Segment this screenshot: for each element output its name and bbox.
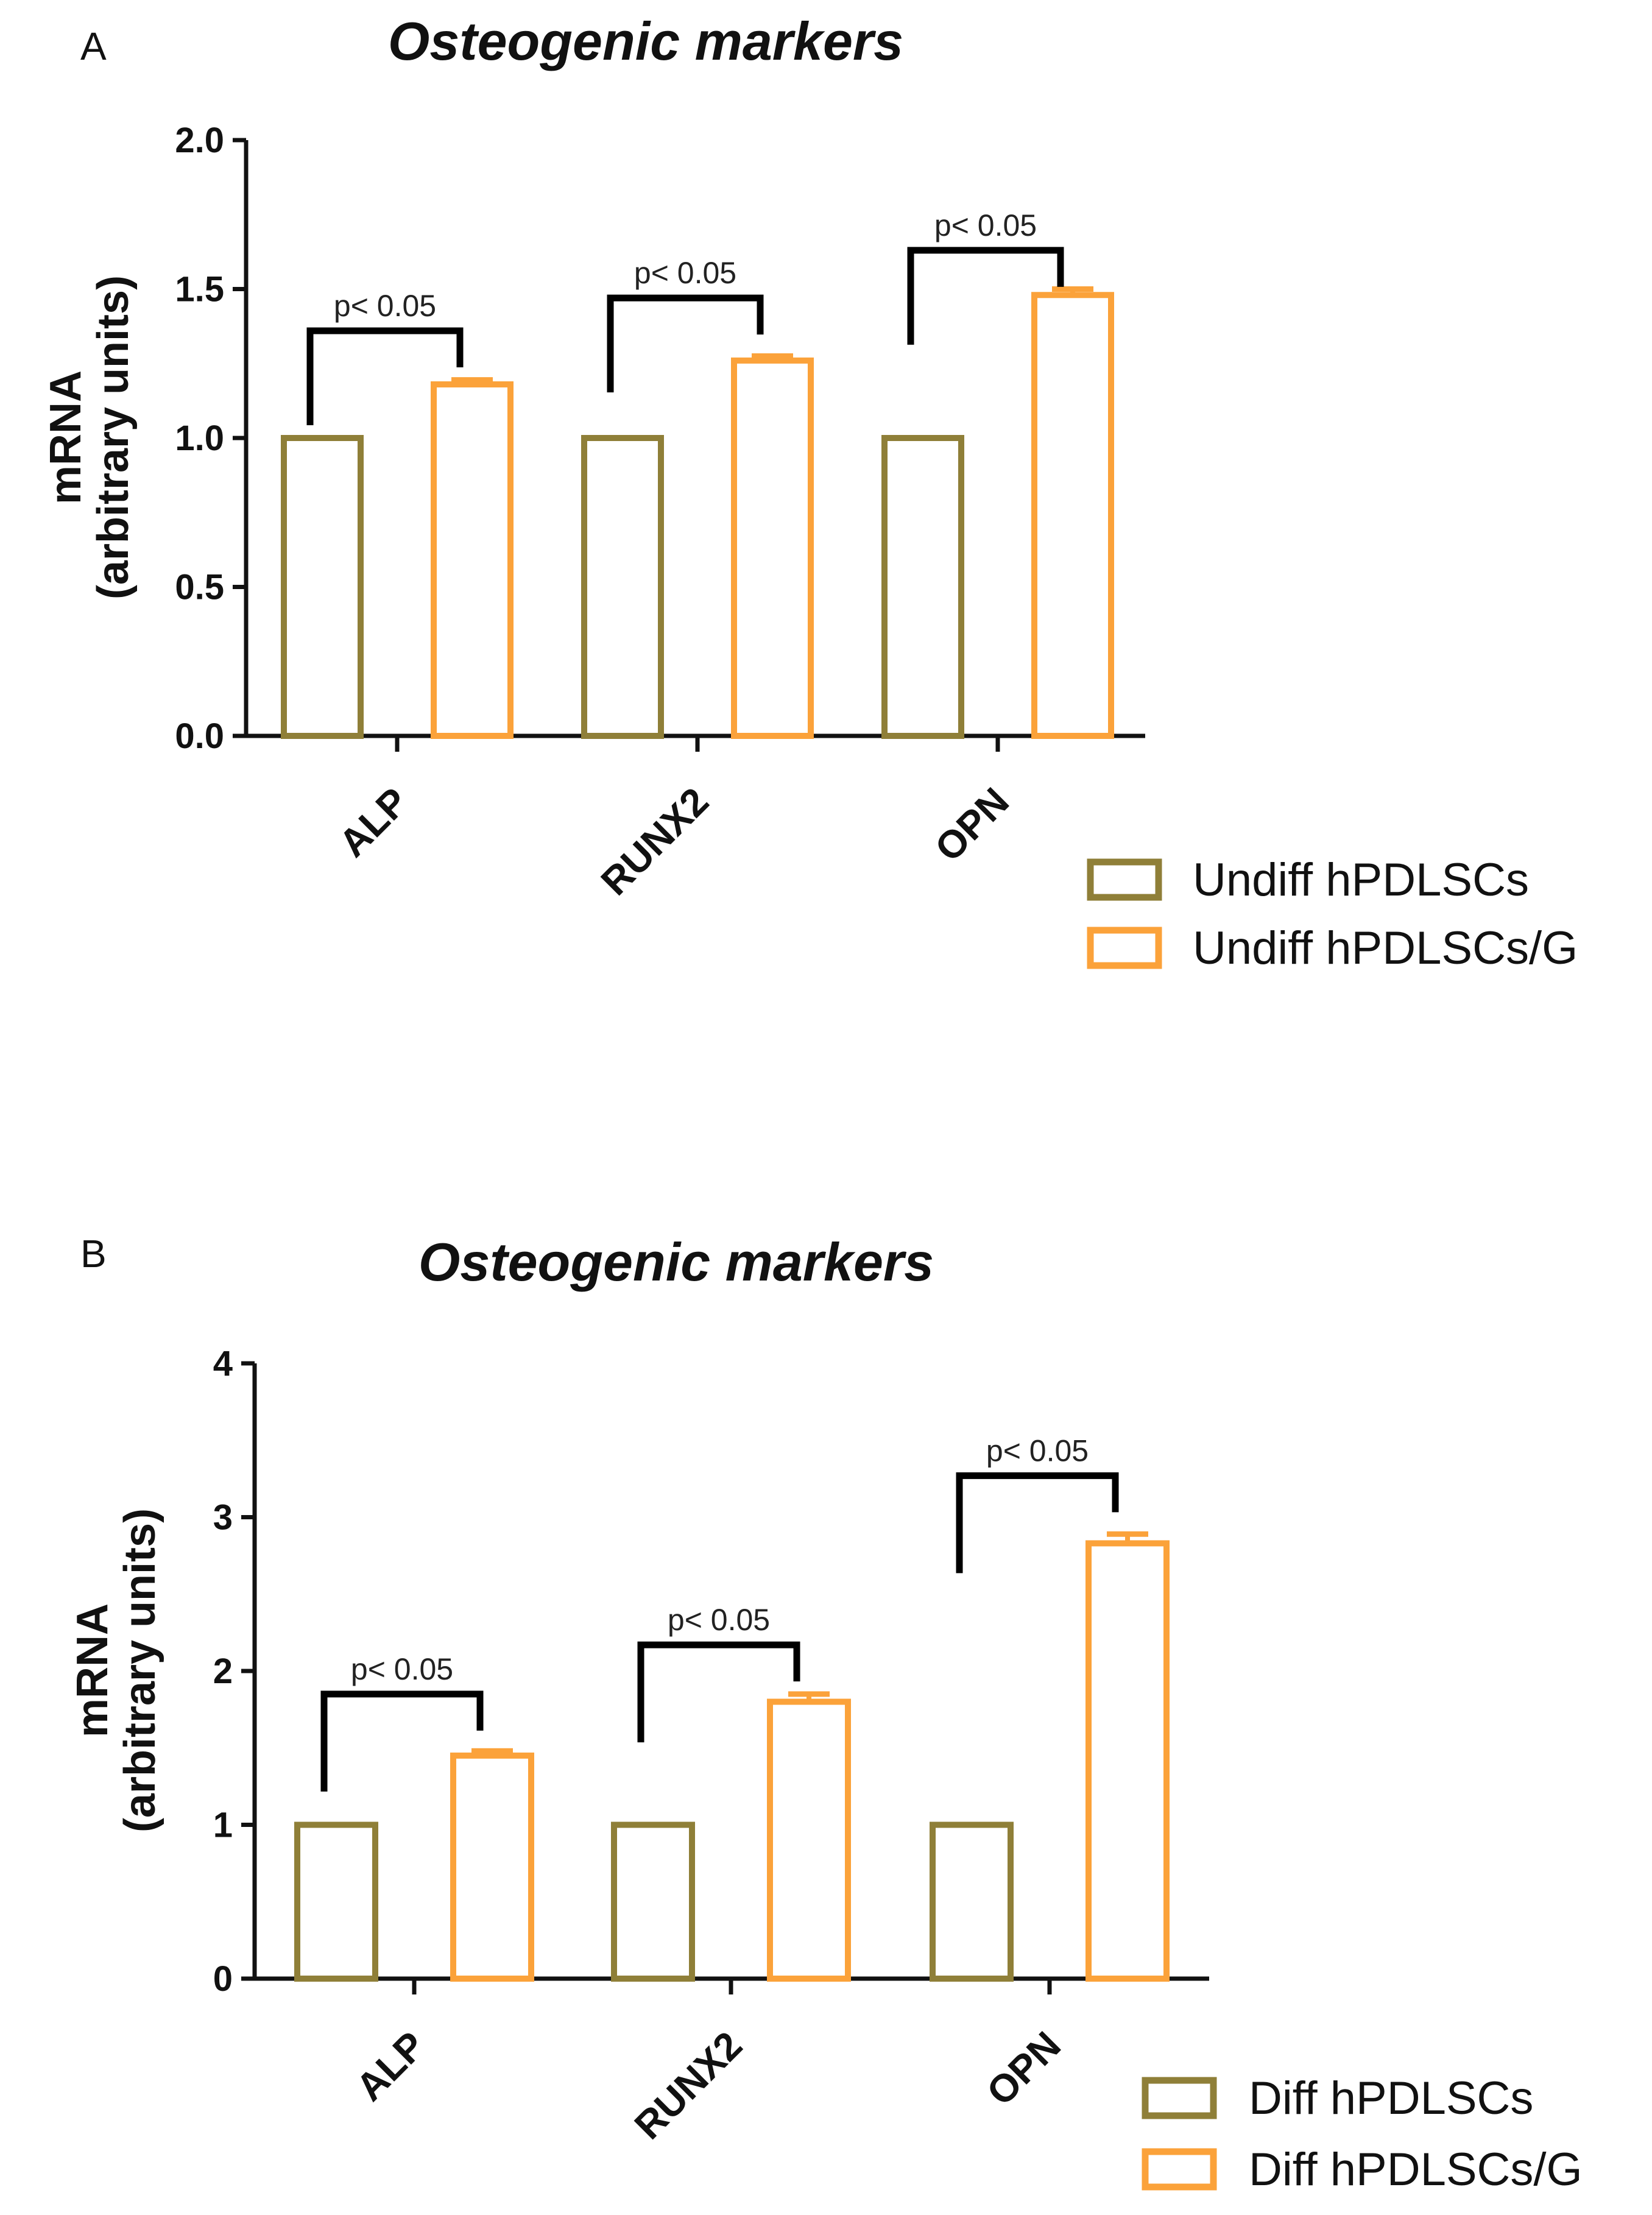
y-tick-label-a: 1.0 <box>175 419 224 458</box>
legend-label-undiff-hpdlscs: Undiff hPDLSCs <box>1193 854 1529 906</box>
bar-a-runx2-series1 <box>581 435 664 739</box>
significance-bracket-b-alp <box>320 1690 484 1792</box>
panel-letter-a: A <box>80 24 107 68</box>
y-tick-label-b: 0 <box>213 1959 233 1999</box>
p-value-label-a-opn: p< 0.05 <box>934 208 1037 242</box>
y-tick-label-b: 1 <box>213 1806 233 1845</box>
bar-a-opn-series1 <box>881 435 964 739</box>
bar-b-opn-series1 <box>930 1821 1014 1982</box>
p-value-label-b-runx2: p< 0.05 <box>668 1603 770 1637</box>
bar-b-runx2-series1 <box>611 1821 695 1982</box>
legend-swatch-diff-hpdlscs <box>1142 2077 1217 2119</box>
significance-bracket-b-opn <box>956 1472 1119 1574</box>
chart-title-b: Osteogenic markers <box>418 1232 934 1292</box>
p-value-label-b-alp: p< 0.05 <box>351 1652 453 1686</box>
legend-label-diff-hpdlscs-g: Diff hPDLSCs/G <box>1249 2144 1583 2196</box>
y-axis-title-b-line1: mRNA <box>68 1603 117 1737</box>
y-tick-label-a: 2.0 <box>175 121 224 160</box>
p-value-label-a-runx2: p< 0.05 <box>634 256 736 290</box>
y-axis-title-a-line2: (arbitrary units) <box>89 275 138 599</box>
y-tick-label-a: 1.5 <box>175 270 224 309</box>
p-value-label-a-alp: p< 0.05 <box>334 289 436 323</box>
y-axis-title-b-line2: (arbitrary units) <box>116 1508 164 1832</box>
legend-swatch-undiff-hpdlscs <box>1087 858 1162 901</box>
bar-b-alp-series1 <box>294 1821 378 1982</box>
chart-title-a: Osteogenic markers <box>388 11 903 71</box>
bar-a-alp-series1 <box>281 435 364 739</box>
y-tick-label-b: 2 <box>213 1652 233 1691</box>
legend-label-diff-hpdlscs: Diff hPDLSCs <box>1249 2072 1533 2124</box>
y-tick-label-b: 4 <box>213 1344 233 1383</box>
legend-a: Undiff hPDLSCs Undiff hPDLSCs/G <box>1087 854 1578 974</box>
significance-bracket-a-alp <box>306 327 464 425</box>
y-axis-title-a-line1: mRNA <box>41 370 90 504</box>
panel-letter-b: B <box>80 1232 107 1276</box>
panel-a: A Osteogenic markers mRNA (arbitrary uni… <box>41 11 1578 974</box>
legend-b: Diff hPDLSCs Diff hPDLSCs/G <box>1142 2072 1583 2196</box>
y-tick-label-a: 0.5 <box>175 568 224 607</box>
legend-swatch-undiff-hpdlscs-g <box>1087 927 1162 969</box>
y-tick-label-a: 0.0 <box>175 716 224 756</box>
legend-swatch-diff-hpdlscs-g <box>1142 2148 1217 2191</box>
p-value-label-b-opn: p< 0.05 <box>986 1433 1089 1468</box>
legend-label-undiff-hpdlscs-g: Undiff hPDLSCs/G <box>1193 922 1578 974</box>
significance-bracket-a-opn <box>907 247 1064 345</box>
y-tick-label-b: 3 <box>213 1498 233 1538</box>
significance-bracket-b-runx2 <box>637 1641 800 1743</box>
significance-bracket-a-runx2 <box>607 294 764 393</box>
